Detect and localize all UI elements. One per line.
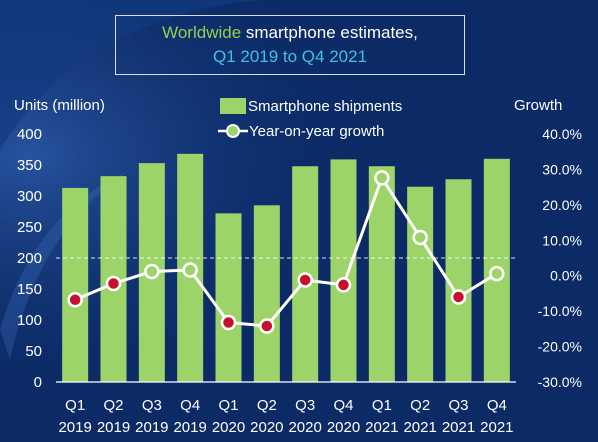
growth-line — [74, 176, 498, 328]
x-tick-quarter: Q1 — [372, 397, 392, 414]
x-tick-year: 2020 — [288, 419, 321, 436]
x-tick-year: 2020 — [327, 419, 360, 436]
bars — [62, 153, 510, 382]
growth-point — [374, 170, 390, 186]
y-tick-label: 200 — [17, 250, 42, 267]
y-tick-label: 100 — [17, 312, 42, 329]
legend-bar-swatch — [220, 98, 246, 114]
legend-bar-label: Smartphone shipments — [248, 98, 402, 115]
legend-line-marker — [226, 124, 240, 138]
x-tick-quarter: Q2 — [410, 397, 430, 414]
legend: Smartphone shipments Year-on-year growth — [218, 98, 402, 140]
x-tick-year: 2021 — [403, 419, 436, 436]
y-tick-label: 350 — [17, 157, 42, 174]
x-tick-quarter: Q4 — [180, 397, 200, 414]
growth-point — [220, 314, 237, 331]
y2-tick-label: 20.0% — [542, 197, 582, 213]
x-tick-quarter: Q3 — [295, 397, 315, 414]
growth-point — [489, 265, 505, 282]
y-tick-label: 400 — [17, 126, 42, 143]
chart-title: Worldwide smartphone estimates, Q1 2019 … — [115, 15, 465, 75]
x-tick-quarter: Q3 — [448, 397, 468, 414]
y-tick-label: 0 — [34, 374, 42, 391]
x-tick-quarter: Q4 — [333, 397, 353, 414]
growth-point — [67, 292, 83, 308]
x-tick-year: 2019 — [173, 419, 206, 436]
x-axis-labels: Q1 2019 Q2 2019 Q3 2019 Q4 2019 Q1 2020 Q2 2020 Q3 20… — [58, 397, 513, 436]
x-tick-year: 2019 — [58, 419, 91, 436]
x-tick-quarter: Q3 — [142, 397, 162, 414]
x-tick-quarter: Q2 — [257, 397, 277, 414]
y-axis-label: Units (million) — [14, 97, 105, 114]
y-axis-ticks: 0 50 100 150 200 250 300 350 400 — [17, 126, 42, 391]
growth-series — [67, 170, 505, 334]
title-rest: smartphone estimates, — [241, 23, 418, 42]
bar — [407, 186, 434, 382]
bar — [330, 159, 357, 382]
growth-point — [105, 275, 122, 292]
growth-point — [259, 318, 275, 334]
growth-point — [144, 263, 160, 280]
legend-line-label: Year-on-year growth — [249, 123, 384, 140]
title-highlight: Worldwide — [162, 23, 242, 42]
bar — [215, 213, 242, 382]
x-tick-year: 2019 — [97, 419, 130, 436]
y2-tick-label: 40.0% — [542, 126, 582, 142]
y2-tick-label: -30.0% — [538, 374, 582, 390]
title-line2: Q1 2019 to Q4 2021 — [212, 47, 368, 66]
y2-tick-label: -20.0% — [538, 339, 582, 355]
y-tick-label: 250 — [17, 219, 42, 236]
y2-tick-label: 0.0% — [550, 268, 582, 284]
x-tick-year: 2021 — [480, 419, 513, 436]
x-tick-quarter: Q1 — [218, 397, 238, 414]
bar — [62, 187, 89, 382]
y-tick-label: 50 — [25, 343, 42, 360]
y2-tick-label: 30.0% — [542, 161, 582, 177]
bar — [253, 205, 280, 382]
x-tick-quarter: Q4 — [487, 397, 507, 414]
y-tick-label: 150 — [17, 281, 42, 298]
x-tick-year: 2020 — [212, 419, 245, 436]
y2-tick-label: 10.0% — [542, 232, 582, 248]
bar — [368, 166, 395, 382]
growth-point — [412, 229, 428, 246]
x-tick-year: 2021 — [365, 419, 398, 436]
x-tick-year: 2019 — [135, 419, 168, 436]
x-tick-quarter: Q1 — [65, 397, 85, 414]
growth-point — [182, 262, 198, 278]
x-tick-year: 2020 — [250, 419, 283, 436]
bar — [445, 179, 472, 382]
y2-axis-label: Growth — [514, 97, 562, 114]
y-tick-label: 300 — [17, 188, 42, 205]
x-tick-quarter: Q2 — [103, 397, 123, 414]
growth-point — [450, 289, 467, 305]
x-tick-year: 2021 — [442, 419, 475, 436]
y2-tick-label: -10.0% — [538, 303, 582, 319]
y2-axis-ticks: -30.0% -20.0% -10.0% 0.0% 10.0% 20.0% 30.0% 40.… — [538, 126, 582, 390]
growth-point — [297, 272, 313, 288]
growth-point — [335, 277, 352, 293]
